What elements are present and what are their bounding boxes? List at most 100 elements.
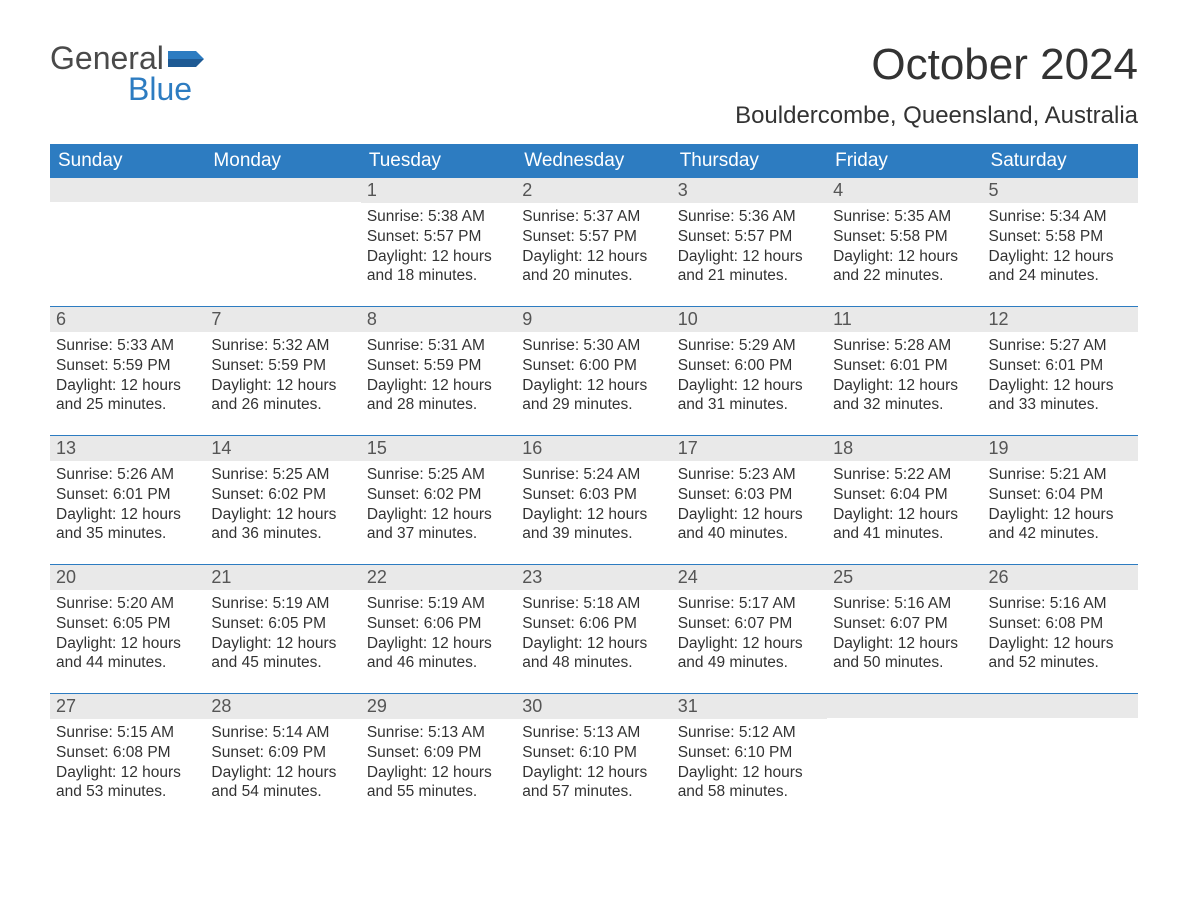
day-body: Sunrise: 5:25 AMSunset: 6:02 PMDaylight:… xyxy=(205,461,360,550)
sunrise-text: Sunrise: 5:38 AM xyxy=(367,207,510,227)
sunrise-text: Sunrise: 5:16 AM xyxy=(833,594,976,614)
day-number: 2 xyxy=(516,178,671,203)
day-cell: 30Sunrise: 5:13 AMSunset: 6:10 PMDayligh… xyxy=(516,694,671,812)
day-cell: 7Sunrise: 5:32 AMSunset: 5:59 PMDaylight… xyxy=(205,307,360,425)
day-number: 8 xyxy=(361,307,516,332)
sunrise-text: Sunrise: 5:24 AM xyxy=(522,465,665,485)
day-number: 22 xyxy=(361,565,516,590)
day-number: 23 xyxy=(516,565,671,590)
week-row: 1Sunrise: 5:38 AMSunset: 5:57 PMDaylight… xyxy=(50,178,1138,296)
sunrise-text: Sunrise: 5:12 AM xyxy=(678,723,821,743)
day-cell: 9Sunrise: 5:30 AMSunset: 6:00 PMDaylight… xyxy=(516,307,671,425)
day-cell: 14Sunrise: 5:25 AMSunset: 6:02 PMDayligh… xyxy=(205,436,360,554)
day-cell: 22Sunrise: 5:19 AMSunset: 6:06 PMDayligh… xyxy=(361,565,516,683)
dow-tuesday: Tuesday xyxy=(361,144,516,178)
day-body: Sunrise: 5:26 AMSunset: 6:01 PMDaylight:… xyxy=(50,461,205,550)
day-body: Sunrise: 5:32 AMSunset: 5:59 PMDaylight:… xyxy=(205,332,360,421)
day-number: 7 xyxy=(205,307,360,332)
day-cell xyxy=(50,178,205,296)
daylight-text: Daylight: 12 hours and 39 minutes. xyxy=(522,505,665,545)
day-body: Sunrise: 5:28 AMSunset: 6:01 PMDaylight:… xyxy=(827,332,982,421)
sunrise-text: Sunrise: 5:14 AM xyxy=(211,723,354,743)
sunset-text: Sunset: 6:05 PM xyxy=(56,614,199,634)
day-body: Sunrise: 5:20 AMSunset: 6:05 PMDaylight:… xyxy=(50,590,205,679)
sunrise-text: Sunrise: 5:27 AM xyxy=(989,336,1132,356)
month-title: October 2024 xyxy=(735,40,1138,90)
daylight-text: Daylight: 12 hours and 32 minutes. xyxy=(833,376,976,416)
day-number: 29 xyxy=(361,694,516,719)
daylight-text: Daylight: 12 hours and 28 minutes. xyxy=(367,376,510,416)
day-number: 20 xyxy=(50,565,205,590)
sunset-text: Sunset: 6:10 PM xyxy=(522,743,665,763)
sunrise-text: Sunrise: 5:23 AM xyxy=(678,465,821,485)
daylight-text: Daylight: 12 hours and 58 minutes. xyxy=(678,763,821,803)
day-body: Sunrise: 5:30 AMSunset: 6:00 PMDaylight:… xyxy=(516,332,671,421)
day-cell: 29Sunrise: 5:13 AMSunset: 6:09 PMDayligh… xyxy=(361,694,516,812)
day-number: 21 xyxy=(205,565,360,590)
sunrise-text: Sunrise: 5:16 AM xyxy=(989,594,1132,614)
sunset-text: Sunset: 5:57 PM xyxy=(522,227,665,247)
day-number: 3 xyxy=(672,178,827,203)
sunset-text: Sunset: 5:59 PM xyxy=(211,356,354,376)
day-cell: 12Sunrise: 5:27 AMSunset: 6:01 PMDayligh… xyxy=(983,307,1138,425)
sunset-text: Sunset: 6:01 PM xyxy=(989,356,1132,376)
daylight-text: Daylight: 12 hours and 44 minutes. xyxy=(56,634,199,674)
daylight-text: Daylight: 12 hours and 50 minutes. xyxy=(833,634,976,674)
day-cell: 3Sunrise: 5:36 AMSunset: 5:57 PMDaylight… xyxy=(672,178,827,296)
empty-day xyxy=(983,694,1138,718)
sunset-text: Sunset: 6:04 PM xyxy=(833,485,976,505)
day-cell: 27Sunrise: 5:15 AMSunset: 6:08 PMDayligh… xyxy=(50,694,205,812)
sunrise-text: Sunrise: 5:32 AM xyxy=(211,336,354,356)
sunset-text: Sunset: 6:07 PM xyxy=(678,614,821,634)
day-body: Sunrise: 5:25 AMSunset: 6:02 PMDaylight:… xyxy=(361,461,516,550)
day-number: 16 xyxy=(516,436,671,461)
dow-sunday: Sunday xyxy=(50,144,205,178)
sunset-text: Sunset: 6:05 PM xyxy=(211,614,354,634)
sunrise-text: Sunrise: 5:18 AM xyxy=(522,594,665,614)
daylight-text: Daylight: 12 hours and 40 minutes. xyxy=(678,505,821,545)
dow-monday: Monday xyxy=(205,144,360,178)
day-cell: 28Sunrise: 5:14 AMSunset: 6:09 PMDayligh… xyxy=(205,694,360,812)
day-body: Sunrise: 5:17 AMSunset: 6:07 PMDaylight:… xyxy=(672,590,827,679)
sunset-text: Sunset: 5:58 PM xyxy=(833,227,976,247)
day-body: Sunrise: 5:19 AMSunset: 6:05 PMDaylight:… xyxy=(205,590,360,679)
day-number: 12 xyxy=(983,307,1138,332)
day-body: Sunrise: 5:35 AMSunset: 5:58 PMDaylight:… xyxy=(827,203,982,292)
sunrise-text: Sunrise: 5:17 AM xyxy=(678,594,821,614)
daylight-text: Daylight: 12 hours and 49 minutes. xyxy=(678,634,821,674)
sunset-text: Sunset: 6:07 PM xyxy=(833,614,976,634)
dow-thursday: Thursday xyxy=(672,144,827,178)
day-cell: 2Sunrise: 5:37 AMSunset: 5:57 PMDaylight… xyxy=(516,178,671,296)
daylight-text: Daylight: 12 hours and 37 minutes. xyxy=(367,505,510,545)
sunset-text: Sunset: 6:02 PM xyxy=(211,485,354,505)
day-body: Sunrise: 5:27 AMSunset: 6:01 PMDaylight:… xyxy=(983,332,1138,421)
sunset-text: Sunset: 6:01 PM xyxy=(56,485,199,505)
weeks-container: 1Sunrise: 5:38 AMSunset: 5:57 PMDaylight… xyxy=(50,178,1138,812)
sunset-text: Sunset: 6:01 PM xyxy=(833,356,976,376)
day-cell: 20Sunrise: 5:20 AMSunset: 6:05 PMDayligh… xyxy=(50,565,205,683)
week-row: 20Sunrise: 5:20 AMSunset: 6:05 PMDayligh… xyxy=(50,564,1138,683)
sunrise-text: Sunrise: 5:30 AM xyxy=(522,336,665,356)
day-body: Sunrise: 5:36 AMSunset: 5:57 PMDaylight:… xyxy=(672,203,827,292)
day-cell: 23Sunrise: 5:18 AMSunset: 6:06 PMDayligh… xyxy=(516,565,671,683)
day-number: 19 xyxy=(983,436,1138,461)
day-cell xyxy=(827,694,982,812)
daylight-text: Daylight: 12 hours and 35 minutes. xyxy=(56,505,199,545)
dow-saturday: Saturday xyxy=(983,144,1138,178)
day-cell: 26Sunrise: 5:16 AMSunset: 6:08 PMDayligh… xyxy=(983,565,1138,683)
sunrise-text: Sunrise: 5:37 AM xyxy=(522,207,665,227)
daylight-text: Daylight: 12 hours and 29 minutes. xyxy=(522,376,665,416)
sunrise-text: Sunrise: 5:22 AM xyxy=(833,465,976,485)
day-number: 30 xyxy=(516,694,671,719)
sunrise-text: Sunrise: 5:15 AM xyxy=(56,723,199,743)
sunset-text: Sunset: 6:08 PM xyxy=(56,743,199,763)
day-cell: 10Sunrise: 5:29 AMSunset: 6:00 PMDayligh… xyxy=(672,307,827,425)
day-cell: 13Sunrise: 5:26 AMSunset: 6:01 PMDayligh… xyxy=(50,436,205,554)
sunrise-text: Sunrise: 5:31 AM xyxy=(367,336,510,356)
day-cell: 16Sunrise: 5:24 AMSunset: 6:03 PMDayligh… xyxy=(516,436,671,554)
day-cell: 1Sunrise: 5:38 AMSunset: 5:57 PMDaylight… xyxy=(361,178,516,296)
day-body: Sunrise: 5:15 AMSunset: 6:08 PMDaylight:… xyxy=(50,719,205,808)
day-number: 13 xyxy=(50,436,205,461)
day-body: Sunrise: 5:13 AMSunset: 6:10 PMDaylight:… xyxy=(516,719,671,808)
empty-day xyxy=(205,178,360,202)
